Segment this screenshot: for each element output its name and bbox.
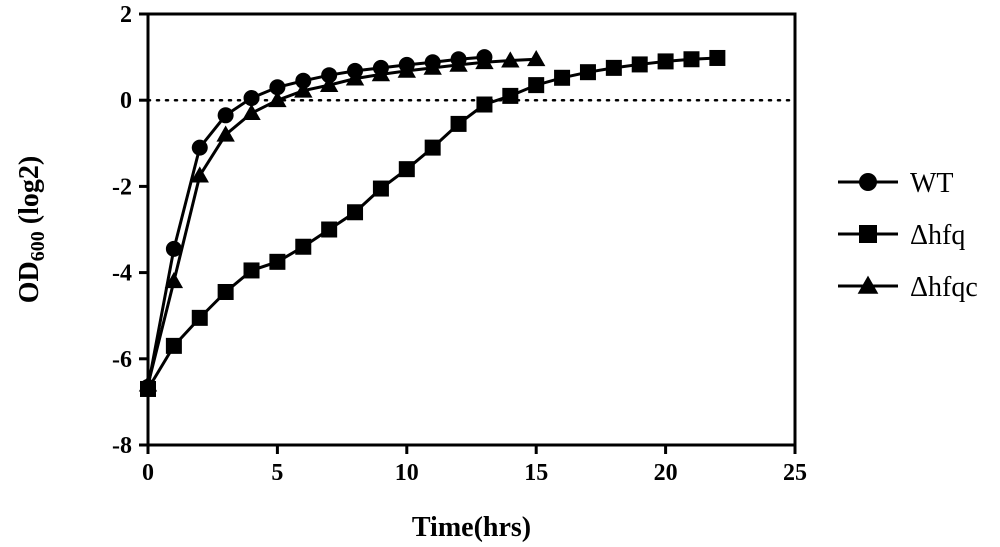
legend-label: WT <box>910 168 954 199</box>
data-point <box>683 51 700 68</box>
data-point <box>397 61 416 78</box>
data-point <box>398 161 415 178</box>
x-axis-title: Time(hrs) <box>412 512 531 543</box>
data-point <box>269 253 286 270</box>
data-point <box>295 72 312 89</box>
x-tick-label: 5 <box>271 460 283 486</box>
series-line <box>146 56 718 390</box>
y-tick-label: 0 <box>120 88 132 114</box>
data-point <box>372 180 389 197</box>
data-point <box>554 69 571 86</box>
data-point <box>191 139 208 156</box>
data-point <box>321 221 338 238</box>
x-tick-label: 15 <box>524 460 548 486</box>
data-point <box>164 272 184 289</box>
data-point <box>502 87 519 104</box>
data-point <box>345 69 365 86</box>
data-point <box>217 283 234 300</box>
y-tick-label: -6 <box>112 347 132 373</box>
y-axis-title-suffix: (log2) <box>14 156 45 231</box>
y-tick-label: -4 <box>112 261 132 287</box>
data-point <box>423 58 442 75</box>
data-point <box>165 240 182 257</box>
legend-item: Δhfq <box>838 220 965 251</box>
data-point <box>138 375 158 392</box>
data-point <box>321 67 338 84</box>
data-point <box>165 337 182 354</box>
data-point <box>243 90 260 107</box>
data-point <box>449 55 468 72</box>
y-tick-label: -2 <box>112 174 132 200</box>
data-point <box>216 125 235 142</box>
data-point <box>528 77 545 94</box>
y-axis-title: OD600 (log2) <box>14 156 49 303</box>
legend-item: Δhfqc <box>838 272 978 303</box>
x-tick-label: 20 <box>654 460 678 486</box>
data-point <box>242 103 261 121</box>
x-tick-label: 10 <box>395 460 419 486</box>
legend-label: Δhfq <box>910 220 965 251</box>
legend-item: WT <box>838 168 954 199</box>
x-tick-label: 25 <box>783 460 807 486</box>
legend-label: Δhfqc <box>910 272 978 303</box>
data-point <box>527 50 546 67</box>
series-circle <box>140 49 493 395</box>
data-point <box>657 53 674 70</box>
y-tick-label: 2 <box>120 2 132 28</box>
data-point <box>217 107 234 124</box>
data-point <box>347 204 364 221</box>
legend: WT Δhfq Δhfqc <box>838 168 978 303</box>
y-tick-label: -8 <box>112 433 132 459</box>
plot-frame <box>146 12 797 447</box>
y-axis-title-base: OD <box>14 261 45 303</box>
data-point <box>450 115 467 132</box>
data-point <box>268 91 287 108</box>
series-line <box>146 57 537 386</box>
data-point <box>605 59 622 76</box>
data-point <box>190 166 209 183</box>
data-point <box>579 64 596 81</box>
legend-marker <box>859 225 877 243</box>
series-triangle <box>138 50 546 392</box>
data-point <box>294 81 313 98</box>
series-line <box>146 55 485 388</box>
data-point <box>501 51 520 68</box>
data-point <box>631 56 648 73</box>
data-point <box>243 262 260 279</box>
series-layer <box>138 49 726 397</box>
legend-marker <box>857 275 879 294</box>
series-square <box>140 49 726 397</box>
data-point <box>191 309 208 326</box>
data-point <box>371 65 391 82</box>
data-point <box>709 49 726 66</box>
legend-marker <box>859 173 877 191</box>
x-tick-label: 0 <box>142 460 154 486</box>
data-point <box>319 75 339 93</box>
data-point <box>424 139 441 156</box>
data-point <box>295 238 312 255</box>
data-point <box>269 79 286 96</box>
data-point <box>475 53 494 70</box>
data-point <box>476 96 493 113</box>
axes: 0 5 10 15 20 25 -8 -6 -4 -2 0 2 <box>112 2 807 486</box>
y-axis-title-subscript: 600 <box>27 231 49 261</box>
